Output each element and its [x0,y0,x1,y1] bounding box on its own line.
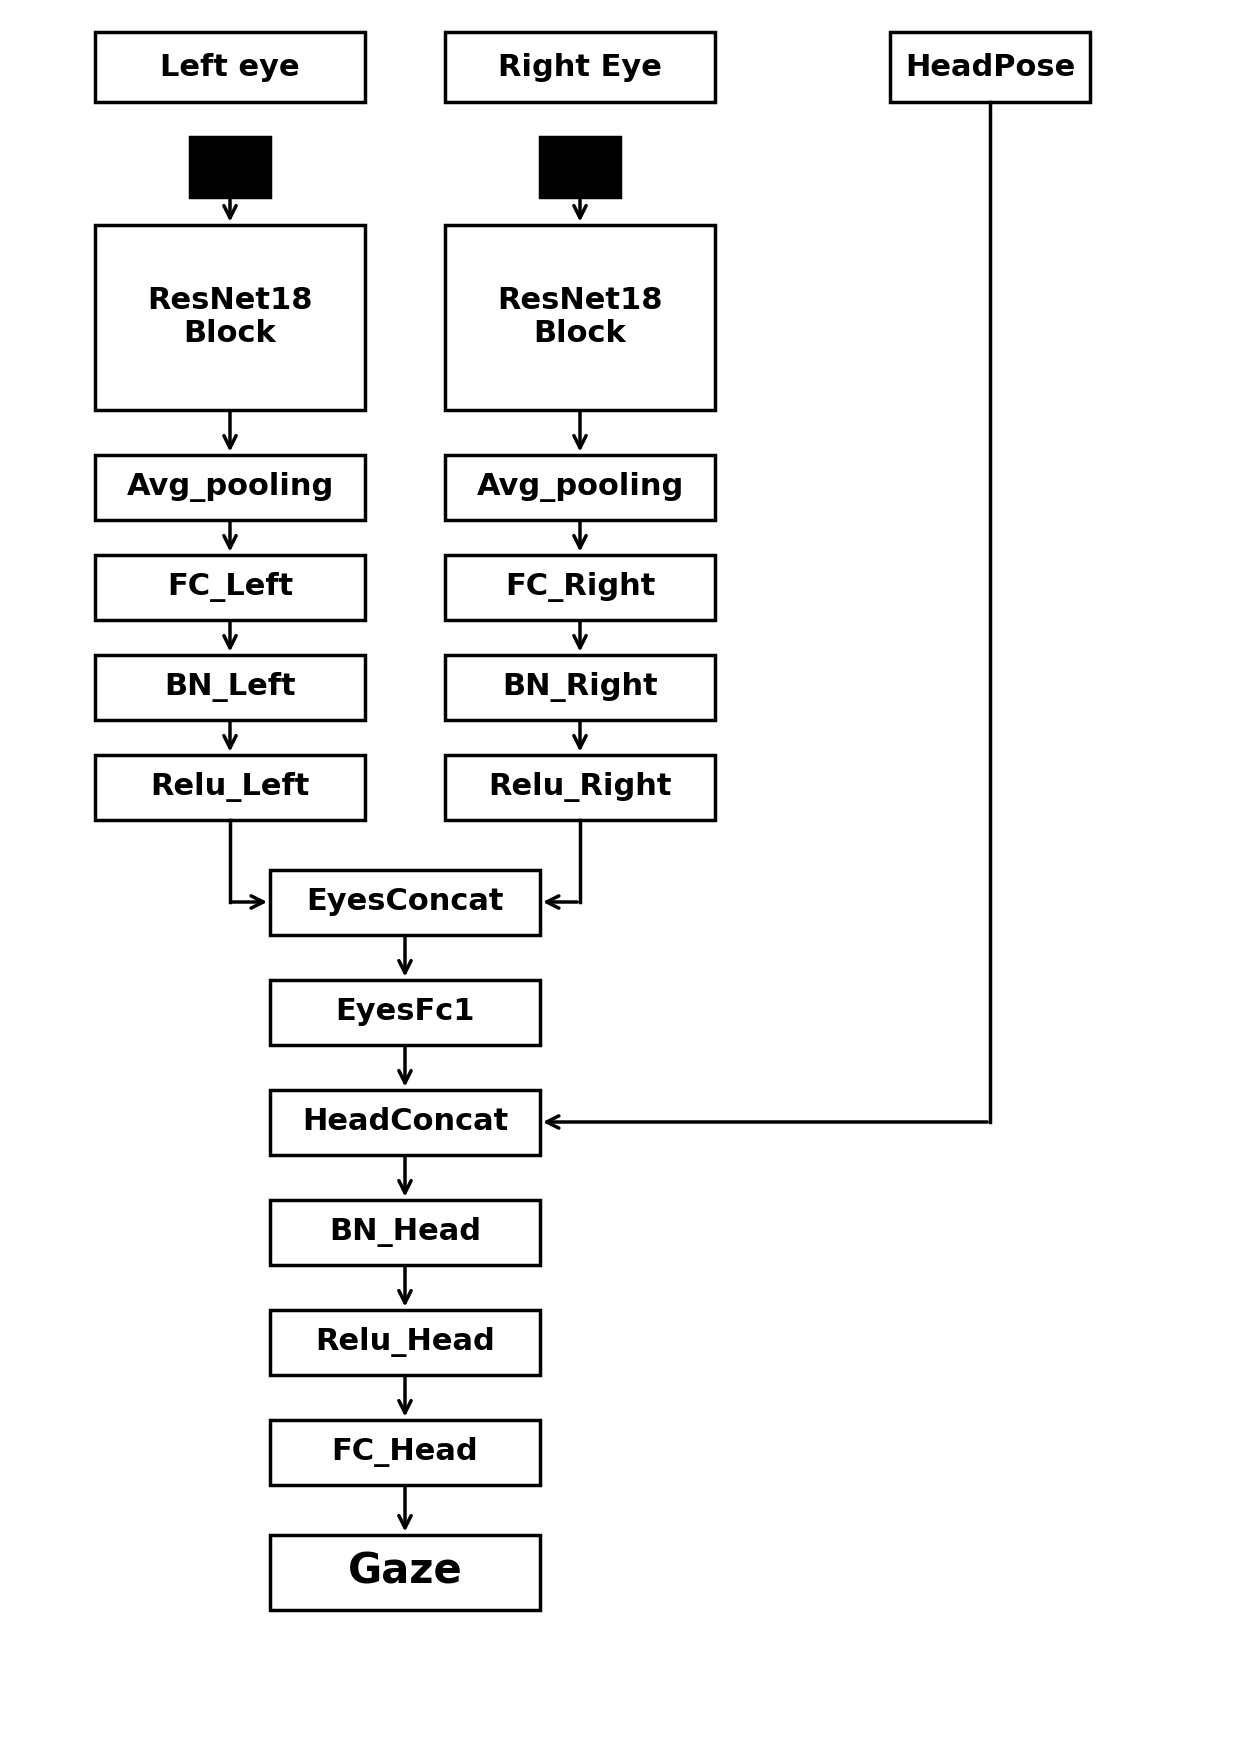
Text: HeadPose: HeadPose [905,53,1075,81]
Text: Relu_Right: Relu_Right [489,771,672,801]
FancyBboxPatch shape [270,870,539,935]
FancyBboxPatch shape [270,1200,539,1265]
Text: Gaze: Gaze [347,1551,463,1594]
Text: FC_Left: FC_Left [167,573,293,603]
FancyBboxPatch shape [270,979,539,1044]
Text: Right Eye: Right Eye [498,53,662,81]
FancyBboxPatch shape [539,137,620,197]
Text: Avg_pooling: Avg_pooling [126,473,334,503]
FancyBboxPatch shape [270,1420,539,1485]
FancyBboxPatch shape [445,754,715,819]
FancyBboxPatch shape [190,137,270,197]
FancyBboxPatch shape [95,455,365,520]
Text: FC_Head: FC_Head [331,1437,479,1467]
Text: Relu_Head: Relu_Head [315,1327,495,1356]
Text: ResNet18
Block: ResNet18 Block [497,286,662,348]
FancyBboxPatch shape [95,655,365,720]
FancyBboxPatch shape [95,754,365,819]
Text: EyesFc1: EyesFc1 [335,998,475,1026]
FancyBboxPatch shape [890,32,1090,102]
FancyBboxPatch shape [95,32,365,102]
FancyBboxPatch shape [270,1534,539,1609]
FancyBboxPatch shape [445,455,715,520]
FancyBboxPatch shape [445,555,715,620]
FancyBboxPatch shape [445,655,715,720]
Text: BN_Head: BN_Head [329,1218,481,1247]
Text: Avg_pooling: Avg_pooling [476,473,683,503]
Text: HeadConcat: HeadConcat [301,1107,508,1137]
FancyBboxPatch shape [270,1309,539,1374]
FancyBboxPatch shape [95,555,365,620]
Text: Left eye: Left eye [160,53,300,81]
FancyBboxPatch shape [445,32,715,102]
Text: FC_Right: FC_Right [505,573,655,603]
Text: BN_Right: BN_Right [502,671,658,703]
Text: ResNet18
Block: ResNet18 Block [148,286,312,348]
FancyBboxPatch shape [445,225,715,409]
FancyBboxPatch shape [270,1089,539,1154]
Text: Relu_Left: Relu_Left [150,771,310,801]
Text: BN_Left: BN_Left [164,671,296,703]
Text: EyesConcat: EyesConcat [306,887,503,917]
FancyBboxPatch shape [95,225,365,409]
